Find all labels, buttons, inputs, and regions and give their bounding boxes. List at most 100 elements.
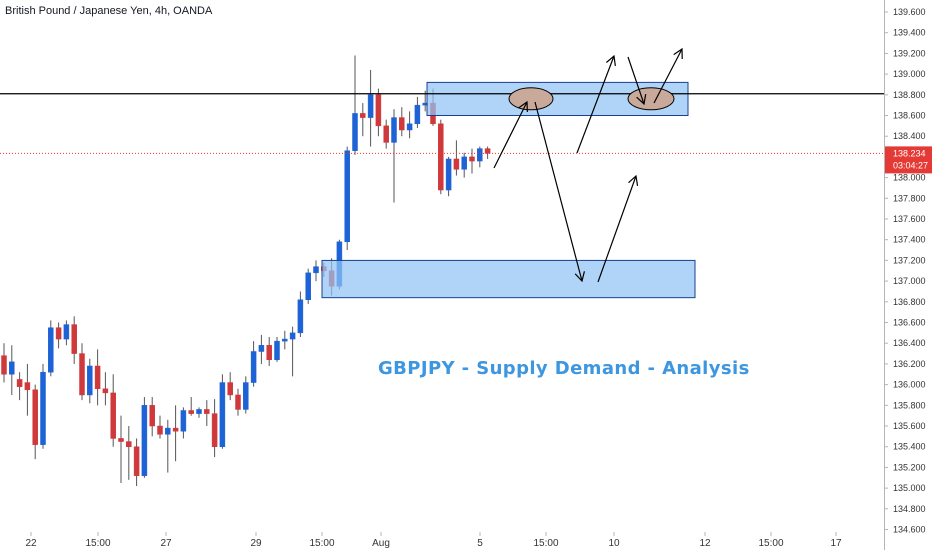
time-tick-label: 5 [477,538,483,549]
price-tick-label: 135.800 [893,400,926,410]
candle-body [24,382,31,391]
candle-body [149,405,155,427]
candle-body [406,123,413,131]
time-tick-label: 15:00 [85,538,110,549]
time-tick-label: 15:00 [533,538,558,549]
projection-arrow [534,101,583,282]
candle-body [71,324,77,354]
price-tick-label: 138.400 [893,131,926,141]
time-tick-label: 12 [699,538,711,549]
candle-body [188,410,194,414]
candle-body [94,365,101,390]
candle-body [102,388,109,394]
projection-arrow [576,55,615,154]
candle-body [48,327,54,373]
candle-body [250,351,257,383]
candle-body [165,427,171,435]
lines-layer [0,93,884,154]
candle-body [297,299,304,334]
candle-body [453,158,460,170]
projection-arrow-head [606,54,616,66]
target-ellipse [627,87,675,111]
candle-body [79,353,85,396]
candle-body [227,382,233,396]
projection-arrow [627,56,645,105]
price-tick-label: 137.000 [893,276,926,286]
current-price-value: 138.234 [893,148,926,158]
price-tick-label: 137.600 [893,214,926,224]
candle-body [391,117,397,143]
candle-body [484,148,491,154]
candle-body [211,413,218,447]
price-tick-label: 135.000 [893,483,926,493]
zones-layer [321,81,696,299]
price-tick-label: 136.800 [893,297,926,307]
candle-body [141,405,148,476]
time-tick-label: 22 [25,538,37,549]
candle-body [40,371,46,445]
candle-body [274,340,280,361]
candle-body [16,379,23,387]
candle-body [55,327,62,340]
candle-body [157,425,163,435]
price-tick-label: 137.800 [893,193,926,203]
price-tick-label: 138.800 [893,90,926,100]
price-tick-label: 137.200 [893,255,926,265]
candle-body [1,355,7,375]
price-axis-bg [884,0,932,550]
symbol-title: British Pound / Japanese Yen, 4h, OANDA [5,5,213,17]
projection-arrow-head [518,100,528,113]
candle-body [375,94,382,127]
candle-body [196,409,202,414]
projection-arrow [653,48,683,104]
candle-body [32,389,38,445]
candle-body [414,104,421,125]
candle-body [172,427,179,432]
price-tick-label: 135.200 [893,462,926,472]
time-tick-label: 10 [608,538,620,549]
projection-arrow-head [628,174,639,186]
current-price-tag [885,146,932,174]
candle-body [367,94,374,118]
price-tick-label: 139.600 [893,7,926,17]
candle-body [305,272,311,300]
candle-body [399,117,405,131]
time-tick-label: 17 [830,538,842,549]
price-tick-label: 139.400 [893,28,926,38]
demand-zone [321,259,696,299]
price-tick-label: 136.400 [893,338,926,348]
candle-body [438,123,444,191]
candle-body [87,365,93,396]
candle-countdown: 03:04:27 [893,160,928,170]
candle-body [110,392,116,439]
candle-body [266,345,272,361]
arrows-layer [493,47,683,283]
axes-layer: 139.600 139.400 139.200 139.000 138.800 138.6… [25,0,932,550]
projection-arrow-head [673,47,683,60]
price-tick-label: 134.600 [893,525,926,535]
candle-body [180,410,187,432]
price-tick-label: 136.600 [893,318,926,328]
candle-body [258,345,265,352]
price-tick-label: 139.200 [893,48,926,58]
time-tick-label: 29 [250,538,262,549]
projection-arrow [597,175,637,283]
price-tick-label: 134.800 [893,504,926,514]
target-ellipse [508,87,554,111]
candle-body [461,156,467,170]
analysis-annotation: GBPJPY - Supply Demand - Analysis [378,358,750,379]
candle-body [477,148,483,162]
candle-body [243,382,249,410]
price-tick-label: 136.000 [893,380,926,390]
candle-body [235,394,241,410]
price-tick-label: 137.400 [893,235,926,245]
price-tick-label: 135.400 [893,442,926,452]
candle-body [352,113,358,151]
candle-body [445,158,452,191]
candle-body [63,324,70,340]
price-tick-label: 136.200 [893,359,926,369]
candle-body [126,441,132,447]
candle-body [344,150,350,243]
